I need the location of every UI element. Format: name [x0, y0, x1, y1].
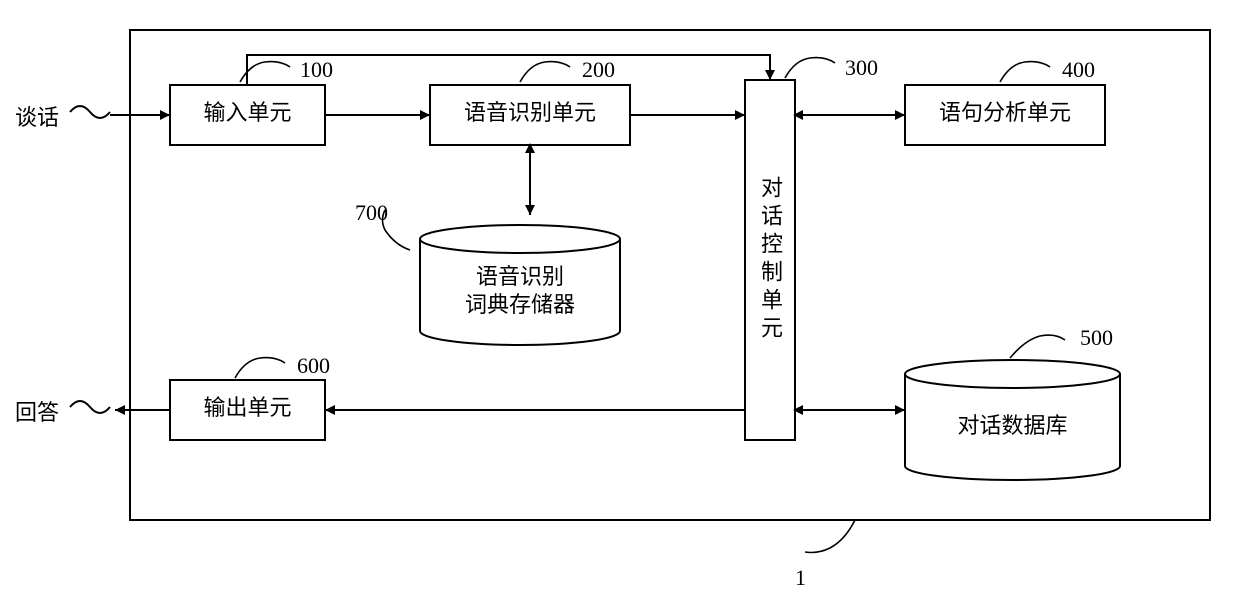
number-n600: 600: [297, 353, 330, 378]
leader-n500: [1010, 335, 1065, 358]
number-n300: 300: [845, 55, 878, 80]
number-n400: 400: [1062, 57, 1095, 82]
number-n500: 500: [1080, 325, 1113, 350]
label-n700-l2: 词典存储器: [465, 292, 575, 317]
label-n300: 对话控制单元: [745, 100, 795, 420]
label-n600: 输出单元: [203, 395, 291, 420]
leader-n200: [520, 62, 570, 82]
number-n700: 700: [355, 200, 388, 225]
io-input-label: 谈话: [15, 105, 59, 130]
wavy-input: [70, 106, 110, 118]
io-output-label: 回答: [15, 400, 59, 425]
label-n100: 输入单元: [203, 100, 291, 125]
number-sys: 1: [795, 565, 806, 590]
label-n400: 语句分析单元: [939, 100, 1071, 125]
leader-n400: [1000, 62, 1050, 82]
leader-n600: [235, 358, 285, 378]
label-n500: 对话数据库: [957, 413, 1067, 438]
leader-n300: [785, 58, 835, 78]
number-n200: 200: [582, 57, 615, 82]
label-n200: 语音识别单元: [464, 100, 596, 125]
leader-sys: [805, 520, 855, 553]
label-n700-l1: 语音识别: [476, 264, 564, 289]
number-n100: 100: [300, 57, 333, 82]
wavy-output: [70, 401, 110, 413]
